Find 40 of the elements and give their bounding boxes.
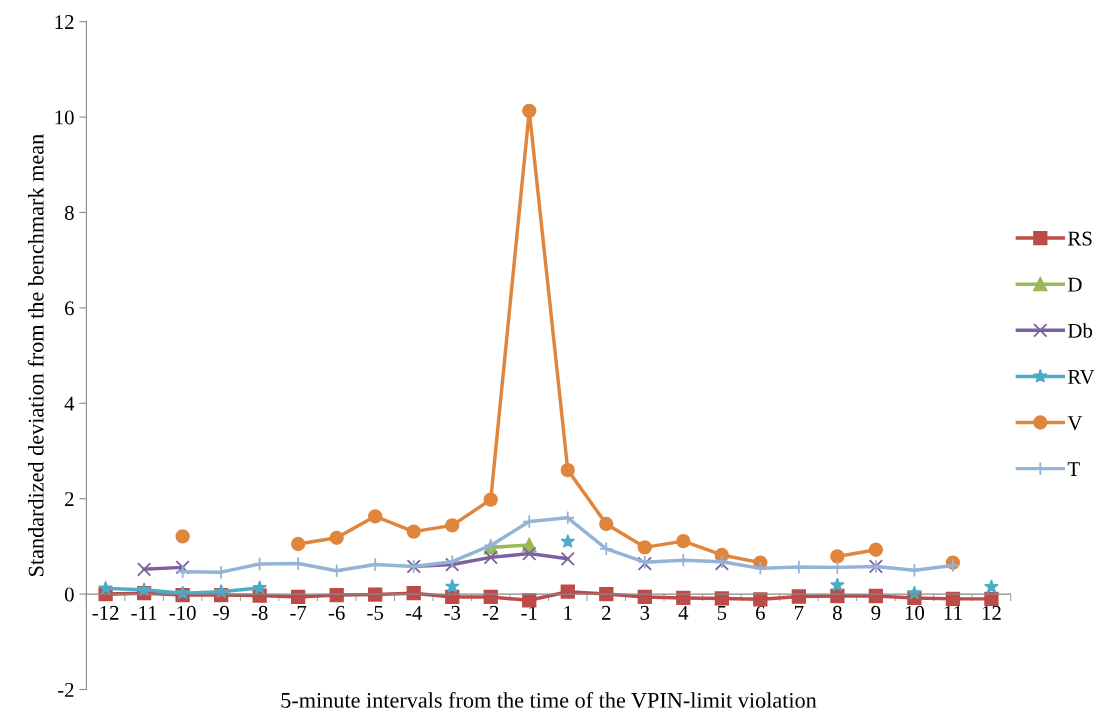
y-tick-label: 0 — [64, 587, 74, 602]
x-tick-label: 12 — [982, 605, 1001, 620]
x-tick-label: 8 — [832, 605, 842, 620]
legend-label: RS — [1067, 231, 1092, 246]
y-tick-label: -2 — [57, 682, 74, 697]
x-tick-label: 5 — [717, 606, 727, 620]
y-tick-label: 10 — [55, 110, 74, 125]
x-tick-label: -1 — [521, 605, 537, 620]
x-tick-label: -9 — [213, 605, 229, 620]
y-tick-label: 12 — [55, 15, 74, 29]
legend-label: T — [1067, 462, 1080, 476]
x-tick-label: -8 — [251, 605, 268, 620]
y-tick-label: 4 — [64, 396, 75, 411]
x-tick-label: 11 — [944, 605, 962, 620]
x-tick-label: -4 — [405, 605, 423, 620]
x-tick-label: 1 — [564, 605, 572, 620]
legend-label: Db — [1067, 323, 1093, 338]
x-tick-label: 7 — [795, 606, 804, 620]
x-tick-label: -11 — [131, 605, 157, 620]
x-tick-label: -12 — [92, 605, 119, 620]
x-tick-label: -3 — [444, 605, 461, 620]
legend-label: V — [1067, 416, 1083, 431]
x-tick-label: 6 — [756, 605, 765, 620]
x-tick-label: -2 — [482, 605, 499, 620]
x-tick-label: -10 — [169, 605, 196, 620]
x-tick-label: 2 — [602, 605, 611, 620]
y-tick-label: 8 — [64, 205, 74, 220]
x-tick-label: 9 — [871, 605, 881, 620]
x-tick-label: 4 — [678, 605, 689, 620]
legend-label: RV — [1067, 370, 1095, 385]
y-axis-title: Standardized deviation from the benchmark mean — [27, 134, 44, 576]
x-tick-label: -7 — [290, 606, 307, 620]
y-tick-label: 2 — [65, 492, 74, 506]
x-tick-label: -6 — [328, 605, 345, 620]
x-tick-label: -5 — [367, 606, 384, 620]
y-tick-label: 6 — [65, 301, 74, 316]
x-axis-title: 5-minute intervals from the time of the VPIN-limit violation — [281, 691, 817, 708]
x-tick-label: 10 — [905, 605, 925, 620]
legend-label: D — [1067, 277, 1082, 292]
x-tick-label: 3 — [640, 605, 650, 620]
